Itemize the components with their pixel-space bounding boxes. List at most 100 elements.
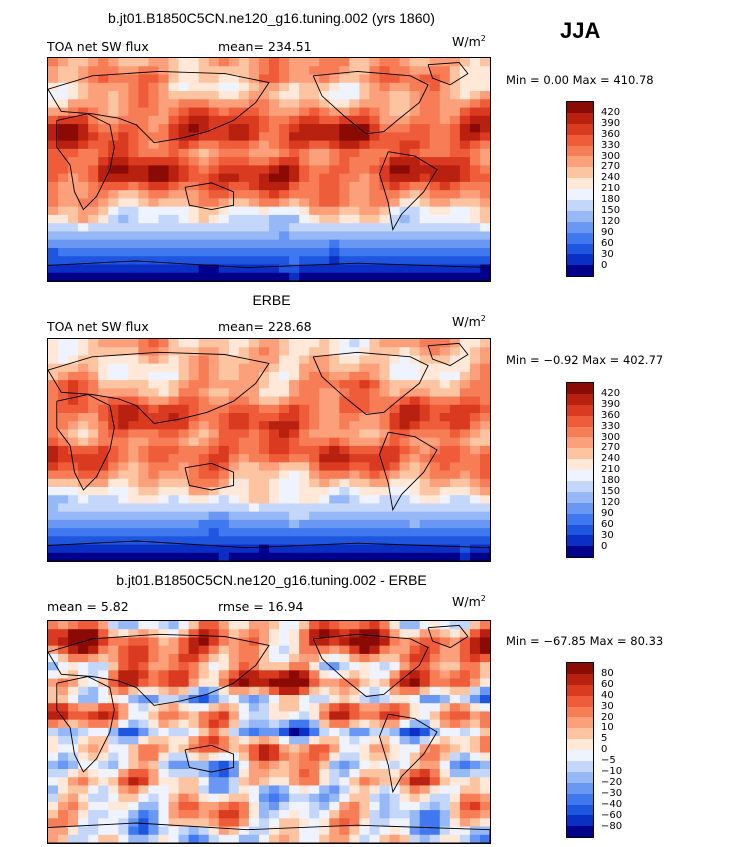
field-cell bbox=[269, 470, 280, 480]
field-cell bbox=[409, 148, 421, 158]
field-cell bbox=[299, 727, 310, 737]
field-cell bbox=[389, 339, 401, 348]
field-cell bbox=[158, 801, 170, 811]
field-cell bbox=[198, 115, 210, 125]
field-cell bbox=[459, 777, 471, 787]
field-cell bbox=[138, 91, 150, 100]
field-cell bbox=[148, 637, 160, 647]
field-cell bbox=[299, 437, 310, 447]
field-cell bbox=[228, 256, 240, 266]
field-cell bbox=[319, 190, 330, 200]
field-cell bbox=[98, 760, 109, 770]
field-cell bbox=[198, 173, 210, 183]
field-cell bbox=[198, 124, 210, 133]
field-cell bbox=[178, 437, 190, 447]
field-cell bbox=[68, 544, 79, 554]
field-cell bbox=[258, 421, 270, 431]
field-cell bbox=[359, 190, 371, 200]
field-cell bbox=[399, 445, 411, 455]
field-cell bbox=[369, 686, 381, 696]
field-cell bbox=[198, 744, 210, 754]
field-cell bbox=[178, 231, 190, 241]
field-cell bbox=[78, 231, 89, 241]
field-cell bbox=[258, 58, 270, 67]
field-cell bbox=[238, 826, 250, 836]
field-cell bbox=[238, 363, 250, 373]
field-cell bbox=[439, 785, 451, 795]
colorbar-tick-label: 270 bbox=[601, 442, 621, 454]
field-cell bbox=[419, 190, 431, 200]
field-cell bbox=[68, 173, 79, 183]
field-cell bbox=[188, 58, 200, 67]
field-cell bbox=[258, 511, 270, 521]
field-cell bbox=[369, 66, 381, 76]
field-cell bbox=[208, 752, 220, 762]
field-cell bbox=[168, 462, 180, 472]
field-cell bbox=[479, 719, 490, 729]
field-cell bbox=[198, 198, 210, 208]
field-cell bbox=[128, 686, 140, 696]
field-cell bbox=[258, 777, 270, 787]
field-cell bbox=[479, 552, 490, 561]
colorbar-segment bbox=[567, 254, 593, 266]
field-cell bbox=[449, 363, 461, 373]
field-cell bbox=[299, 645, 310, 655]
field-cell bbox=[449, 99, 461, 109]
field-cell bbox=[128, 752, 140, 762]
field-cell bbox=[379, 396, 391, 406]
field-cell bbox=[309, 785, 320, 795]
field-cell bbox=[98, 487, 109, 496]
field-cell bbox=[138, 74, 150, 84]
field-cell bbox=[439, 413, 451, 422]
field-cell bbox=[379, 115, 391, 125]
field-cell bbox=[459, 818, 471, 828]
field-cell bbox=[88, 487, 99, 496]
field-cell bbox=[238, 629, 250, 639]
field-cell bbox=[429, 487, 441, 496]
field-cell bbox=[389, 552, 401, 561]
field-cell bbox=[188, 404, 200, 414]
field-cell bbox=[108, 272, 119, 281]
field-cell bbox=[258, 140, 270, 150]
field-cell bbox=[88, 670, 99, 680]
field-cell bbox=[369, 190, 381, 200]
field-cell bbox=[269, 462, 280, 472]
field-cell bbox=[98, 173, 109, 183]
field-cell bbox=[158, 198, 170, 208]
field-cell bbox=[479, 686, 490, 696]
field-cell bbox=[78, 445, 89, 455]
field-cell bbox=[138, 487, 150, 496]
field-cell bbox=[68, 519, 79, 529]
field-cell bbox=[78, 678, 89, 688]
field-cell bbox=[389, 58, 401, 67]
field-cell bbox=[459, 711, 471, 721]
field-cell bbox=[439, 58, 451, 67]
field-cell bbox=[138, 107, 150, 117]
field-cell bbox=[479, 380, 490, 389]
field-cell bbox=[299, 223, 310, 233]
field-cell bbox=[78, 487, 89, 496]
field-cell bbox=[409, 552, 421, 561]
field-cell bbox=[439, 719, 451, 729]
field-cell bbox=[118, 437, 129, 447]
field-cell bbox=[158, 437, 170, 447]
field-cell bbox=[429, 347, 441, 357]
field-cell bbox=[319, 621, 330, 630]
field-cell bbox=[369, 727, 381, 737]
field-cell bbox=[208, 552, 220, 561]
field-cell bbox=[48, 810, 59, 819]
field-cell bbox=[158, 214, 170, 224]
field-cell bbox=[269, 264, 280, 274]
field-cell bbox=[58, 339, 69, 348]
field-cell bbox=[319, 719, 330, 729]
field-cell bbox=[78, 91, 89, 100]
field-cell bbox=[128, 487, 140, 496]
field-cell bbox=[319, 544, 330, 554]
field-cell bbox=[349, 239, 361, 249]
field-cell bbox=[419, 165, 431, 175]
field-cell bbox=[248, 148, 260, 158]
field-cell bbox=[279, 107, 290, 117]
field-cell bbox=[238, 396, 250, 406]
field-cell bbox=[108, 736, 119, 745]
field-cell bbox=[198, 239, 210, 249]
